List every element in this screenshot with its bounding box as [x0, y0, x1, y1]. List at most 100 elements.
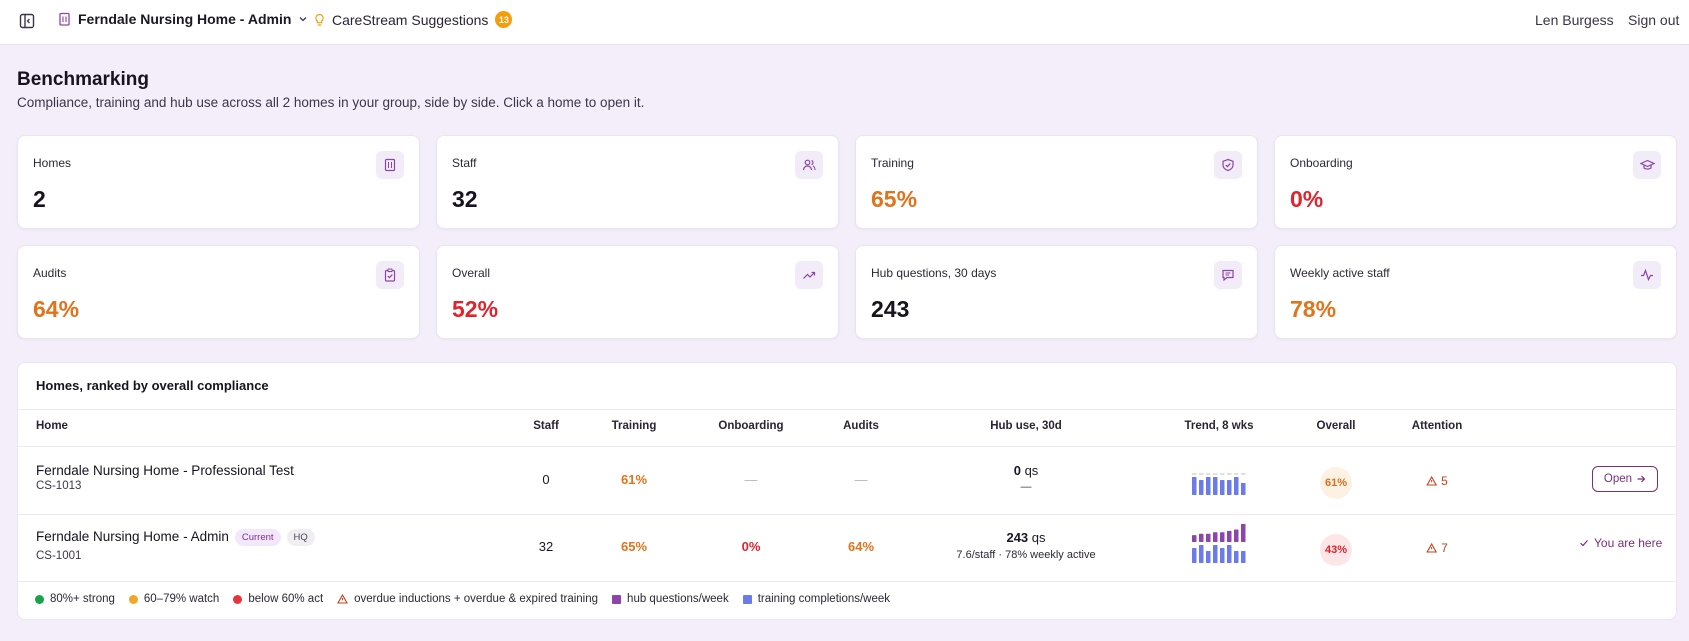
table-title: Homes, ranked by overall compliance	[36, 378, 269, 393]
legend-item-watch: 60–79% watch	[128, 593, 220, 605]
hub-trend-bar	[1241, 524, 1246, 542]
purple-square-icon	[612, 594, 622, 604]
home-name[interactable]: Ferndale Nursing Home - Professional Tes…	[36, 463, 294, 478]
open-home-button[interactable]: Open	[1592, 466, 1658, 492]
graduation-cap-icon	[1633, 151, 1661, 179]
stat-value: 52%	[452, 296, 499, 322]
activity-icon	[1633, 261, 1661, 289]
hub-questions-unit: qs	[1031, 530, 1046, 545]
sidebar-toggle-icon[interactable]	[18, 12, 36, 30]
trending-up-icon	[795, 261, 823, 289]
column-header-hub-use: Hub use, 30d	[990, 420, 1062, 432]
stat-label: Overall	[452, 266, 491, 280]
current-tag: Current	[234, 529, 281, 546]
suggestions-button[interactable]: CareStream Suggestions 13	[314, 11, 513, 28]
stat-label: Staff	[452, 156, 477, 170]
attention-count: 5	[1426, 474, 1448, 488]
stat-value: 243	[871, 296, 910, 322]
training-trend-bar	[1199, 480, 1204, 495]
training-trend-bar	[1192, 477, 1197, 495]
training-trend-bar	[1213, 545, 1218, 563]
training-trend-bar	[1220, 548, 1225, 563]
stat-card-homes: Homes 2	[17, 135, 420, 229]
hub-trend-bar	[1234, 529, 1239, 542]
org-name: Ferndale Nursing Home - Admin	[78, 11, 292, 27]
column-header-trend: Trend, 8 wks	[1184, 420, 1254, 432]
table-row-home[interactable]: Ferndale Nursing Home - Admin Current HQ C…	[36, 529, 315, 562]
stat-card-overall: Overall 52%	[436, 245, 839, 339]
training-trend-bar	[1234, 551, 1239, 563]
hub-questions-unit: qs	[1024, 463, 1039, 478]
stat-card-hub-questions: Hub questions, 30 days 243	[855, 245, 1258, 339]
warning-icon	[1426, 476, 1438, 486]
stat-label: Audits	[33, 266, 67, 280]
training-trend-bar	[1227, 480, 1232, 495]
building-icon	[376, 151, 404, 179]
column-header-audits: Audits	[843, 420, 879, 432]
training-trend-bar	[1227, 545, 1232, 563]
column-header-attention: Attention	[1411, 420, 1463, 432]
staff-count: 0	[542, 472, 550, 487]
building-icon	[58, 12, 71, 26]
attention-count: 7	[1426, 541, 1448, 555]
legend-label: overdue inductions + overdue & expired t…	[354, 593, 599, 605]
stat-label: Training	[871, 156, 914, 170]
training-trend-bar	[1206, 551, 1211, 563]
stat-card-audits: Audits 64%	[17, 245, 420, 339]
blue-square-icon	[742, 594, 752, 604]
legend-item-strong: 80%+ strong	[35, 593, 115, 605]
audits-value: 64%	[847, 539, 875, 554]
stat-label: Homes	[33, 156, 72, 170]
training-value: 65%	[620, 539, 648, 554]
users-icon	[795, 151, 823, 179]
training-trend-bar	[1199, 545, 1204, 563]
home-name-text: Ferndale Nursing Home - Admin	[36, 529, 229, 544]
divider	[18, 446, 1676, 447]
clipboard-check-icon	[376, 261, 404, 289]
stat-value: 0%	[1290, 186, 1324, 212]
legend-item-act: below 60% act	[233, 593, 323, 605]
you-are-here-label: You are here	[1594, 536, 1663, 550]
arrow-right-icon	[1636, 474, 1646, 484]
stat-value: 78%	[1290, 296, 1337, 322]
stat-value: 2	[33, 186, 46, 212]
column-header-training: Training	[611, 420, 657, 432]
hub-questions-count: 243	[1006, 530, 1029, 545]
org-switcher[interactable]: Ferndale Nursing Home - Admin	[58, 11, 308, 27]
legend-label: 60–79% watch	[143, 593, 220, 605]
warning-icon	[337, 594, 349, 604]
suggestions-label: CareStream Suggestions	[332, 11, 489, 28]
stat-label: Hub questions, 30 days	[871, 266, 997, 280]
lightbulb-icon	[314, 13, 325, 27]
hub-trend-bar	[1199, 533, 1204, 542]
hub-trend-bar	[1192, 535, 1197, 542]
table-row-home[interactable]: Ferndale Nursing Home - Professional Tes…	[36, 463, 294, 492]
hub-trend-bar	[1213, 532, 1218, 542]
attention-value: 5	[1441, 474, 1448, 488]
onboarding-value: —	[744, 472, 758, 487]
divider	[18, 514, 1676, 515]
column-header-home: Home	[36, 420, 68, 432]
home-code: CS-1001	[36, 550, 82, 562]
sign-out-link[interactable]: Sign out	[1628, 12, 1680, 28]
green-dot-icon	[35, 594, 44, 604]
hub-trend-bar	[1206, 533, 1211, 542]
stat-card-staff: Staff 32	[436, 135, 839, 229]
overall-score-badge: 43%	[1320, 534, 1352, 566]
hub-questions-count: 0	[1013, 463, 1021, 478]
home-name[interactable]: Ferndale Nursing Home - Admin Current HQ	[36, 529, 315, 546]
hub-trend-bar	[1220, 532, 1225, 542]
training-trend-bar	[1213, 477, 1218, 495]
hub-detail: 7.6/staff · 78% weekly active	[956, 549, 1096, 561]
check-icon	[1579, 538, 1589, 548]
training-trend-bar	[1220, 480, 1225, 495]
onboarding-value: 0%	[741, 539, 761, 554]
stat-label: Weekly active staff	[1290, 266, 1390, 280]
shield-check-icon	[1214, 151, 1242, 179]
training-trend-bar	[1206, 477, 1211, 495]
hub-trend-bar	[1227, 530, 1232, 542]
you-are-here-indicator: You are here	[1579, 536, 1662, 550]
divider	[18, 409, 1676, 410]
homes-ranking-table: Homes, ranked by overall compliance Home…	[17, 362, 1677, 620]
training-trend-bar	[1241, 551, 1246, 563]
